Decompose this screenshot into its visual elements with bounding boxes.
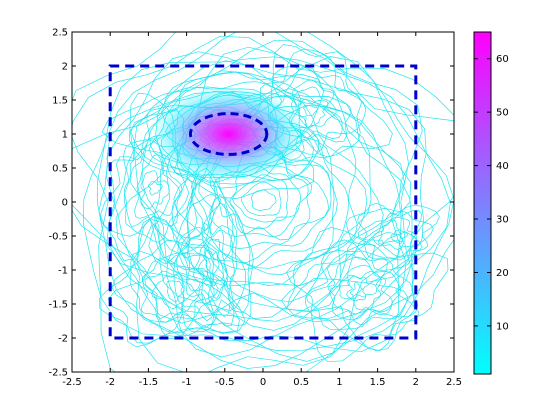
contour-line-53 bbox=[144, 270, 201, 319]
contour-line-87 bbox=[372, 216, 418, 250]
y-tick-label: 0 bbox=[62, 198, 68, 209]
contour-line-46 bbox=[186, 202, 235, 318]
y-tick-label: -2.5 bbox=[48, 368, 68, 379]
x-tick-label: 0.5 bbox=[293, 377, 309, 388]
x-tick-label: 2.5 bbox=[446, 377, 462, 388]
colorbar-tick-label: 40 bbox=[496, 161, 509, 172]
contour-line-18 bbox=[109, 46, 407, 324]
contour-line-17 bbox=[115, 60, 413, 320]
y-tick-label: 1 bbox=[62, 130, 68, 141]
contour-line-56 bbox=[129, 250, 219, 340]
contour-line-51 bbox=[166, 280, 185, 303]
colorbar: 10 20 30 40 50 60 bbox=[473, 31, 509, 375]
contour-line-60 bbox=[350, 281, 367, 299]
contour-line-58 bbox=[107, 215, 240, 348]
contour-line-42 bbox=[205, 249, 220, 285]
contour-line-19 bbox=[106, 56, 409, 362]
dashed-ellipse bbox=[188, 112, 269, 156]
contour-line-38 bbox=[146, 81, 303, 185]
contour-line-48 bbox=[173, 193, 246, 322]
contour-line-12 bbox=[154, 105, 358, 303]
contour-line-21 bbox=[72, 39, 423, 353]
x-tick-label: 0 bbox=[260, 377, 266, 388]
y-tick-label: 2 bbox=[62, 62, 68, 73]
contour-line-13 bbox=[148, 95, 384, 286]
contour-line-89 bbox=[357, 208, 434, 261]
contour-line-78 bbox=[147, 181, 163, 196]
contour-line-85 bbox=[390, 229, 403, 243]
colorbar-tick-label: 50 bbox=[496, 108, 509, 119]
contour-line-68 bbox=[286, 231, 419, 351]
x-tick-label: -0.5 bbox=[215, 377, 235, 388]
contour-line-20 bbox=[105, 51, 427, 358]
x-tick-label: 1.5 bbox=[370, 377, 386, 388]
contour-line-64 bbox=[327, 256, 402, 321]
x-tick-label: -1 bbox=[182, 377, 192, 388]
y-tick-label: -1.5 bbox=[48, 300, 68, 311]
contour-line-25 bbox=[72, 32, 454, 372]
contour-line-70 bbox=[303, 105, 319, 117]
y-tick-label: -0.5 bbox=[48, 232, 68, 243]
contour-line-3 bbox=[229, 164, 302, 230]
contour-line-67 bbox=[281, 231, 420, 352]
colorbar-tick-label: 20 bbox=[496, 268, 509, 279]
contour-line-65 bbox=[305, 250, 409, 326]
contour-line-81 bbox=[123, 138, 183, 228]
y-tick-label: -1 bbox=[58, 266, 68, 277]
contour-line-71 bbox=[295, 98, 329, 128]
x-tick-label: 2 bbox=[413, 377, 419, 388]
contour-line-40 bbox=[129, 71, 319, 189]
contour-line-41 bbox=[101, 70, 325, 199]
dashed-rectangle bbox=[108, 64, 418, 340]
x-tick-label: -2.5 bbox=[62, 377, 82, 388]
contour-line-2 bbox=[232, 174, 289, 223]
colorbar-gradient bbox=[473, 31, 492, 375]
plot-area: -2.5 -2 -1.5 -1 -0.5 0 0.5 1 1.5 2 2.5 -2.5-2-1.5-… bbox=[48, 28, 462, 389]
x-tick-label: -1.5 bbox=[139, 377, 159, 388]
contour-line-50 bbox=[166, 167, 252, 336]
contour-line-80 bbox=[134, 154, 181, 219]
contour-line-1 bbox=[241, 181, 282, 217]
contour-line-86 bbox=[378, 219, 408, 245]
contour-line-54 bbox=[141, 259, 209, 323]
contour-line-88 bbox=[357, 210, 423, 258]
y-tick-label: 0.5 bbox=[52, 164, 68, 175]
contour-line-0 bbox=[251, 189, 277, 211]
contour-line-45 bbox=[188, 222, 236, 305]
contour-line-55 bbox=[140, 252, 215, 323]
contour-line-90 bbox=[345, 202, 440, 272]
x-tick-label: 1 bbox=[336, 377, 342, 388]
contour-line-63 bbox=[329, 264, 393, 316]
peak-highlight bbox=[152, 86, 306, 182]
contour-line-79 bbox=[140, 170, 170, 210]
contour-line-66 bbox=[305, 239, 415, 331]
colorbar-tick-label: 10 bbox=[496, 321, 509, 332]
y-tick-label: 2.5 bbox=[52, 28, 68, 39]
colorbar-ticks: 10 20 30 40 50 60 bbox=[474, 54, 509, 332]
contour-line-43 bbox=[198, 238, 224, 287]
contour-line-61 bbox=[346, 275, 377, 302]
contour-line-11 bbox=[171, 118, 368, 286]
colorbar-tick-label: 60 bbox=[496, 54, 509, 65]
y-axis: -2.5 -2 -1.5 -1 -0.5 0 0.5 1 1.5 2 2.5 bbox=[48, 28, 454, 379]
contour-line-57 bbox=[111, 240, 215, 333]
y-tick-label: 1.5 bbox=[52, 96, 68, 107]
y-tick-label: -2 bbox=[58, 334, 68, 345]
x-axis: -2.5 -2 -1.5 -1 -0.5 0 0.5 1 1.5 2 2.5 bbox=[62, 32, 462, 388]
x-tick-label: -2 bbox=[105, 377, 115, 388]
colorbar-tick-label: 30 bbox=[496, 215, 509, 226]
contour-line-44 bbox=[193, 230, 228, 300]
